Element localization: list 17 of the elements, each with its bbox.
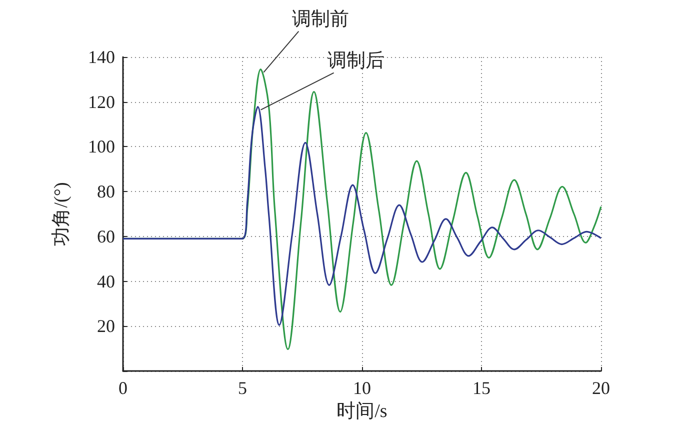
line-series	[122, 106, 602, 326]
y-tick-label: 20	[97, 316, 115, 336]
x-tick-label: 15	[472, 378, 490, 398]
y-axis-title: 功角/(°)	[51, 182, 72, 246]
y-tick-label: 60	[97, 226, 115, 246]
y-tick-label: 100	[88, 136, 115, 157]
annotation: 调制前	[292, 8, 350, 30]
y-tick-label: 80	[97, 182, 115, 202]
x-tick-label: 20	[592, 378, 610, 398]
x-tick-label: 10	[353, 378, 371, 398]
x-tick-label: 0	[118, 378, 128, 398]
annotation: 调制后	[327, 50, 384, 72]
y-tick-label: 140	[88, 47, 115, 67]
x-tick-label: 5	[238, 378, 247, 398]
y-tick-label: 40	[97, 271, 115, 292]
x-axis-title: 时间/s	[336, 400, 388, 422]
y-tick-label: 120	[88, 92, 115, 112]
